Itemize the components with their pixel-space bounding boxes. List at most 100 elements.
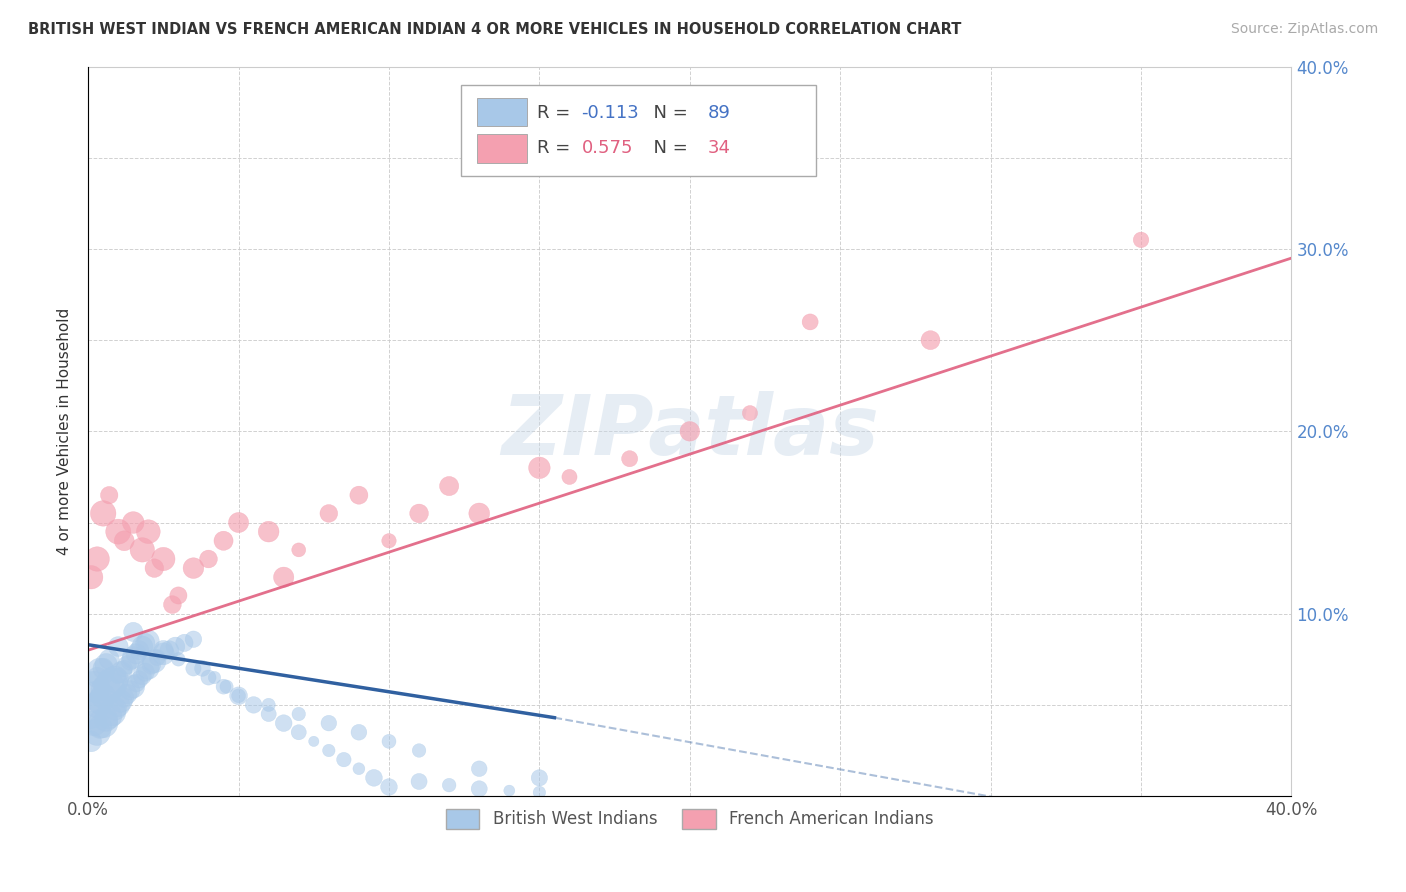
Point [529,460,551,475]
Point [86,698,108,712]
Point [183,661,205,675]
Point [117,687,139,701]
Point [80,570,103,584]
Point [91,689,114,703]
Point [152,552,174,566]
Point [152,643,174,657]
Point [86,725,108,739]
Point [89,665,111,679]
Point [136,661,159,675]
FancyBboxPatch shape [461,85,815,176]
Point [257,698,280,712]
FancyBboxPatch shape [477,135,527,163]
Point [302,734,325,748]
Text: -0.113: -0.113 [582,103,640,121]
Point [107,669,129,683]
Text: ZIPatlas: ZIPatlas [501,391,879,472]
Point [80,706,103,721]
Point [318,507,340,521]
Point [468,762,491,776]
Point [89,720,111,734]
Point [468,507,491,521]
Point [112,661,135,675]
Point [287,542,309,557]
Point [257,524,280,539]
Point [228,516,250,530]
Point [197,552,219,566]
Point [128,643,150,657]
Point [131,640,153,654]
Text: R =: R = [537,139,576,157]
Point [378,780,401,794]
Text: 0.575: 0.575 [582,139,633,157]
Point [183,632,205,647]
Point [122,650,145,665]
Point [408,743,430,757]
Point [468,781,491,796]
Point [107,524,129,539]
Point [96,713,118,727]
Point [107,640,129,654]
Point [98,652,121,666]
Point [122,624,145,639]
Point [173,636,195,650]
Point [120,683,142,698]
Point [136,634,159,648]
Point [347,488,370,502]
Point [273,570,295,584]
Point [212,680,235,694]
Point [920,333,942,347]
Point [125,647,148,661]
Point [83,689,105,703]
Point [212,533,235,548]
Point [98,709,121,723]
Point [204,671,226,685]
Point [122,516,145,530]
Point [91,661,114,675]
Point [347,725,370,739]
Point [112,533,135,548]
Point [101,705,124,719]
Point [408,507,430,521]
Point [167,652,190,666]
Point [125,676,148,690]
Point [107,698,129,712]
Point [558,470,581,484]
Point [287,706,309,721]
Point [89,694,111,708]
Point [273,716,295,731]
Point [498,783,520,797]
Point [799,315,821,329]
Point [122,680,145,694]
Point [98,680,121,694]
Point [101,676,124,690]
Point [131,669,153,683]
Point [120,654,142,668]
Point [408,774,430,789]
Point [437,479,460,493]
FancyBboxPatch shape [477,98,527,127]
Point [104,701,127,715]
Text: 89: 89 [707,103,731,121]
Point [318,716,340,731]
Point [143,561,166,575]
Point [117,657,139,672]
Text: Source: ZipAtlas.com: Source: ZipAtlas.com [1230,22,1378,37]
Point [128,673,150,687]
Point [131,542,153,557]
Point [143,654,166,668]
Point [110,665,132,679]
Point [83,680,105,694]
Point [191,661,214,675]
Y-axis label: 4 or more Vehicles in Household: 4 or more Vehicles in Household [58,308,72,555]
Point [157,643,180,657]
Point [165,640,187,654]
Point [197,671,219,685]
Legend: British West Indians, French American Indians: British West Indians, French American In… [439,803,941,835]
Point [378,533,401,548]
Point [152,647,174,661]
Point [228,689,250,703]
Point [80,734,103,748]
Point [136,524,159,539]
Point [242,698,264,712]
